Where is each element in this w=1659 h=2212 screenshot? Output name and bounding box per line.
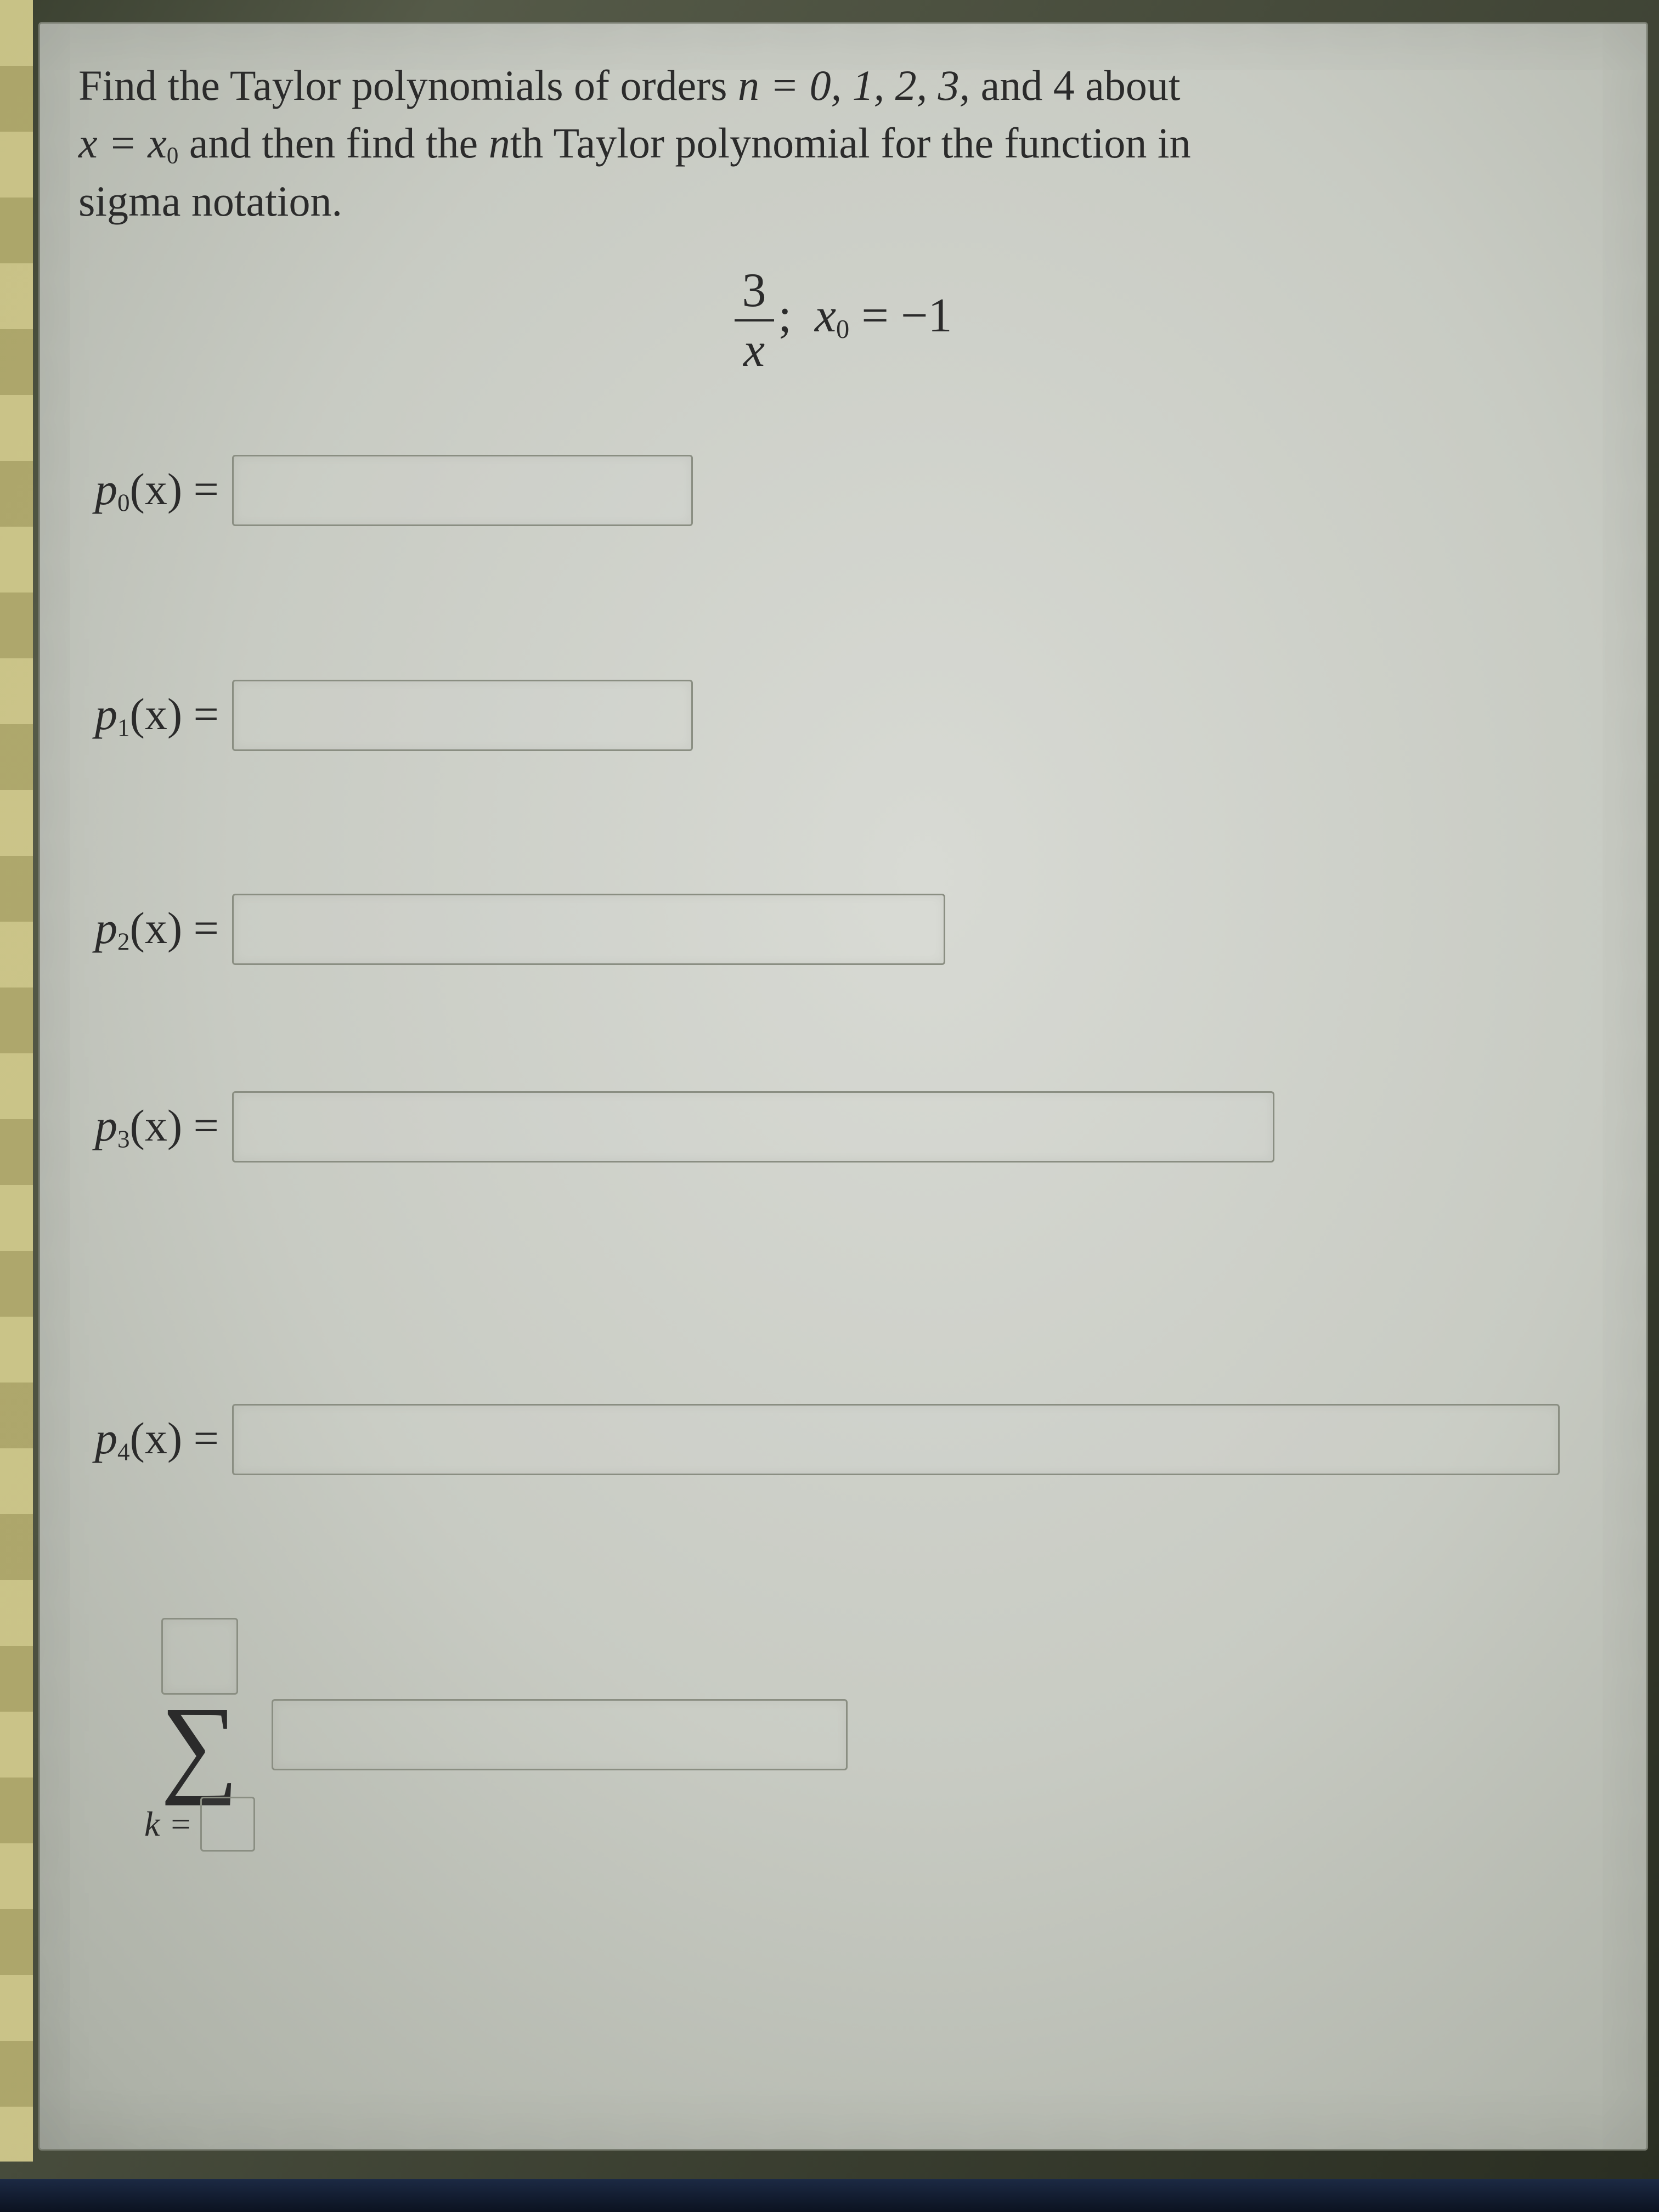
sigma-symbol: ∑ xyxy=(161,1699,239,1792)
x0-var: x xyxy=(815,289,836,342)
function-definition: 3 x ; x0 = −1 xyxy=(78,263,1608,378)
sigma-notation-block: ∑ k = xyxy=(144,1618,1608,1852)
poly-input-p0[interactable] xyxy=(232,455,693,526)
text-mid: and then find the xyxy=(178,119,488,167)
fraction-bar xyxy=(735,319,774,321)
poly-row-p2: p2(x) = xyxy=(95,894,1608,965)
sigma-column: ∑ k = xyxy=(144,1618,255,1852)
sigma-row: ∑ k = xyxy=(144,1618,1608,1852)
x0-sub: 0 xyxy=(836,315,849,345)
text-post1: and 4 about xyxy=(970,61,1180,109)
x0-spec: x0 = −1 xyxy=(815,289,952,342)
polynomial-rows: p0(x) = p1(x) = p2(x) = p3(x) = p4(x) = xyxy=(78,455,1608,1475)
fraction-numerator: 3 xyxy=(735,263,774,318)
problem-panel: Find the Taylor polynomials of orders n … xyxy=(38,22,1648,2151)
fraction: 3 x xyxy=(735,263,774,378)
x0-value: −1 xyxy=(901,289,952,342)
poly-label-p3: p3(x) = xyxy=(95,1100,219,1154)
poly-label-p4: p4(x) = xyxy=(95,1413,219,1466)
x0-equals: = xyxy=(849,289,901,342)
text-post2: th Taylor polynomial for the function in xyxy=(510,119,1191,167)
sigma-lower-line: k = xyxy=(144,1797,255,1852)
poly-label-p1: p1(x) = xyxy=(95,689,219,742)
poly-input-p2[interactable] xyxy=(232,894,945,965)
poly-input-p4[interactable] xyxy=(232,1404,1560,1475)
notebook-edge-strip xyxy=(0,0,33,2162)
poly-row-p1: p1(x) = xyxy=(95,680,1608,751)
poly-row-p4: p4(x) = xyxy=(95,1404,1608,1475)
poly-label-p2: p2(x) = xyxy=(95,902,219,956)
poly-label-p0: p0(x) = xyxy=(95,464,219,517)
nth-n: n xyxy=(489,119,510,167)
poly-row-p3: p3(x) = xyxy=(95,1091,1608,1163)
poly-row-p0: p0(x) = xyxy=(95,455,1608,526)
sigma-term-input[interactable] xyxy=(272,1699,848,1770)
fraction-denominator: x xyxy=(735,323,774,378)
text-line3: sigma notation. xyxy=(78,177,342,225)
bottom-bar xyxy=(0,2179,1659,2212)
orders-expression: n = 0, 1, 2, 3, xyxy=(738,61,970,109)
poly-input-p3[interactable] xyxy=(232,1091,1274,1163)
k-equals-label: k = xyxy=(144,1804,193,1844)
sigma-lower-input[interactable] xyxy=(200,1797,255,1852)
x-equals-x0: x = x0 xyxy=(78,119,178,167)
separator-semicolon: ; xyxy=(778,289,792,342)
problem-statement: Find the Taylor polynomials of orders n … xyxy=(78,57,1608,230)
x0-subscript: 0 xyxy=(167,143,178,169)
text-pre: Find the Taylor polynomials of orders xyxy=(78,61,738,109)
sigma-upper-input[interactable] xyxy=(161,1618,238,1695)
poly-input-p1[interactable] xyxy=(232,680,693,751)
x-eq-x-var: x = x xyxy=(78,119,167,167)
